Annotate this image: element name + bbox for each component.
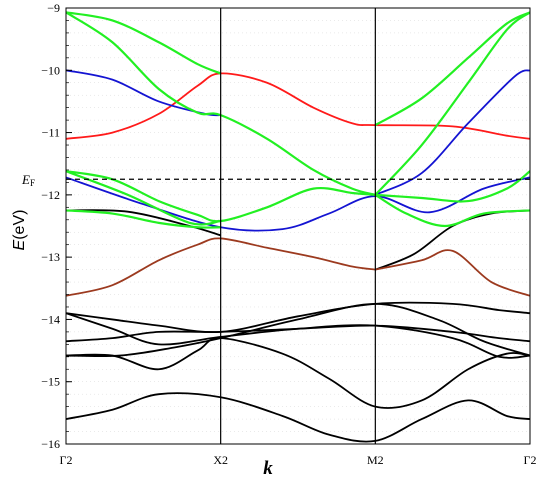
y-axis-title-unit: (eV) [11,210,28,240]
band-curve-black [66,337,530,409]
y-tick-label: −15 [41,375,60,389]
band-curve-red [66,72,530,140]
plot-frame [65,7,531,445]
grid [66,7,530,445]
band-curve-brown [375,249,530,297]
y-tick-label: −9 [47,1,60,15]
y-axis-title: E(eV) [11,210,28,251]
ticks: −16 −15 −14 −13 −12 −11 −10 −9 Γ2 X2 M2 Γ2 [41,1,536,467]
band-curve-blue [66,69,221,117]
band-curve-green [374,11,530,196]
band-curve-black [374,209,530,271]
k-point-label: Γ2 [60,453,73,467]
band-curve-green [66,170,221,226]
k-point-label: Γ2 [524,453,537,467]
y-tick-label: −14 [41,312,60,326]
k-point-lines [220,8,376,444]
y-axis-title-symbol: E [11,239,28,250]
y-tick-label: −10 [41,63,60,77]
y-tick-label: −16 [41,437,60,451]
band-curve-black [66,301,530,334]
band-curve-black [66,324,530,343]
band-curve-green [375,170,530,203]
x-axis-title: k [263,458,273,479]
y-tick-label: −12 [41,188,60,202]
band-curve-green [66,209,221,229]
band-curve-blue [374,69,530,196]
band-curves [66,11,530,443]
fermi-label-sub: F [30,178,35,188]
band-curve-black [66,392,530,443]
band-curve-black [66,209,221,237]
fermi-label-main: E [21,172,30,187]
band-curve-green [66,11,222,75]
band-curve-black [66,302,530,358]
k-point-label: X2 [213,453,228,467]
y-tick-label: −13 [41,250,60,264]
band-curve-green [374,11,530,127]
y-tick-label: −11 [42,126,60,140]
band-curve-green [374,193,530,228]
fermi-level-label: EF [21,172,35,188]
k-point-label: M2 [367,453,384,467]
